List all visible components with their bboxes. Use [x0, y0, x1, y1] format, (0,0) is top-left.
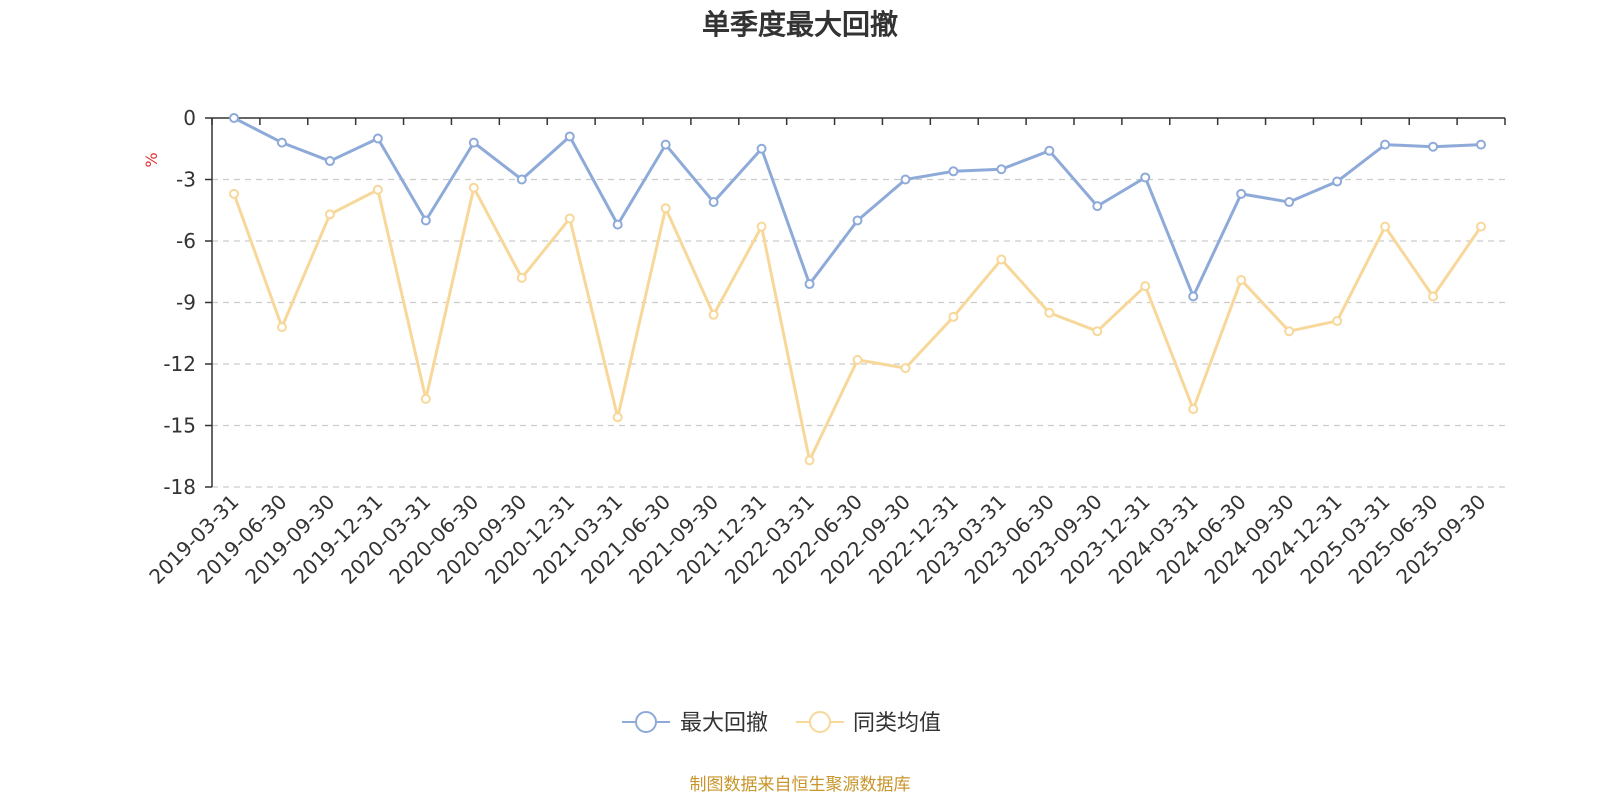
data-point[interactable]	[1428, 141, 1439, 152]
data-point[interactable]	[1476, 139, 1486, 150]
data-point[interactable]	[804, 455, 815, 466]
data-point[interactable]	[804, 279, 815, 290]
data-point[interactable]	[1284, 197, 1295, 208]
data-point[interactable]	[1380, 221, 1391, 232]
data-point[interactable]	[1140, 172, 1151, 183]
data-point[interactable]	[1284, 326, 1295, 337]
data-point[interactable]	[516, 272, 527, 283]
x-tick-labels: 2019-03-312019-06-302019-09-302019-12-31…	[144, 490, 1490, 589]
data-point[interactable]	[276, 137, 287, 148]
data-point[interactable]	[900, 174, 911, 185]
series	[229, 113, 1486, 466]
data-point[interactable]	[948, 311, 959, 322]
series-line	[232, 186, 1483, 462]
legend-label: 最大回撤	[680, 711, 768, 736]
data-point[interactable]	[1332, 315, 1343, 326]
data-point[interactable]	[708, 309, 719, 320]
data-point[interactable]	[1380, 139, 1391, 150]
data-point[interactable]	[324, 209, 335, 220]
data-point[interactable]	[852, 215, 863, 226]
source-note: 制图数据来自恒生聚源数据库	[690, 775, 911, 795]
data-point[interactable]	[1044, 307, 1055, 318]
data-point[interactable]	[1332, 176, 1343, 187]
legend-item[interactable]: 同类均值	[796, 711, 941, 736]
series-line	[233, 116, 1482, 298]
data-point[interactable]	[612, 219, 623, 230]
data-point[interactable]	[564, 131, 575, 142]
y-tick-labels: 0 -3 -6 -9 -12 -15 -18	[163, 106, 196, 499]
legend-swatch-marker	[809, 711, 831, 733]
data-point[interactable]	[660, 203, 671, 214]
data-point[interactable]	[372, 184, 383, 195]
data-point[interactable]	[756, 221, 767, 232]
data-point[interactable]	[420, 215, 431, 226]
data-point[interactable]	[852, 354, 863, 365]
data-point[interactable]	[1044, 145, 1055, 156]
data-point[interactable]	[1236, 188, 1247, 199]
legend[interactable]: 最大回撤 同类均值	[622, 711, 941, 736]
data-point[interactable]	[1428, 291, 1439, 302]
data-point[interactable]	[900, 363, 911, 374]
data-point[interactable]	[1236, 274, 1247, 285]
data-point[interactable]	[516, 174, 527, 185]
data-point[interactable]	[1188, 404, 1199, 415]
y-tick-label: -18	[163, 475, 196, 499]
series-group	[229, 182, 1486, 466]
y-axis-unit: %	[142, 152, 161, 167]
y-tick-label: -15	[163, 414, 196, 438]
data-point[interactable]	[324, 156, 335, 167]
chart-title: 单季度最大回撤	[702, 8, 898, 41]
legend-swatch-marker	[635, 711, 657, 733]
legend-label: 同类均值	[853, 711, 941, 736]
axes	[205, 117, 1506, 488]
y-tick-label: -12	[163, 352, 196, 376]
data-point[interactable]	[229, 113, 239, 123]
legend-item[interactable]: 最大回撤	[622, 711, 768, 736]
grid-lines	[212, 178, 1505, 488]
y-tick-label: 0	[183, 106, 196, 130]
data-point[interactable]	[1092, 326, 1103, 337]
data-point[interactable]	[468, 182, 479, 193]
data-point[interactable]	[229, 188, 239, 199]
data-point[interactable]	[708, 197, 719, 208]
data-point[interactable]	[1476, 221, 1486, 232]
data-point[interactable]	[468, 137, 479, 148]
y-tick-label: -6	[176, 229, 196, 253]
data-point[interactable]	[612, 412, 623, 423]
data-point[interactable]	[1188, 291, 1199, 302]
data-point[interactable]	[756, 143, 767, 154]
data-point[interactable]	[1092, 201, 1103, 212]
data-point[interactable]	[948, 166, 959, 177]
data-point[interactable]	[276, 322, 287, 333]
data-point[interactable]	[996, 254, 1007, 265]
y-tick-label: -3	[176, 168, 196, 192]
y-tick-label: -9	[176, 291, 196, 315]
data-point[interactable]	[372, 133, 383, 144]
data-point[interactable]	[996, 164, 1007, 175]
data-point[interactable]	[564, 213, 575, 224]
series-group	[229, 113, 1486, 302]
data-point[interactable]	[420, 393, 431, 404]
data-point[interactable]	[660, 139, 671, 150]
data-point[interactable]	[1140, 281, 1151, 292]
